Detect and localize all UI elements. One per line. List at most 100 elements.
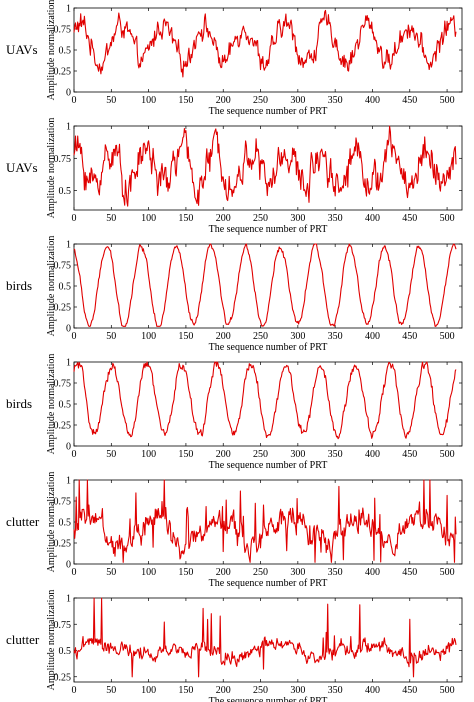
y-axis-label: Amplitude normalization [46,590,57,691]
y-tick-label: 0.75 [54,25,72,36]
series-line [73,9,457,78]
x-tick-label: 350 [328,95,343,106]
x-tick-label: 250 [253,685,268,696]
y-tick-label: 0.25 [54,67,72,78]
y-tick-label: 0 [66,88,71,99]
row-label: birds [6,278,32,293]
plot-frame [73,125,463,211]
x-tick-label: 50 [106,449,116,460]
x-axis-label: The sequence number of PRT [209,578,328,589]
x-tick-label: 250 [253,567,268,578]
series-line [73,361,457,440]
x-tick-label: 500 [440,567,455,578]
y-tick-label: 0.75 [54,261,72,272]
x-tick-label: 250 [253,449,268,460]
x-tick-label: 100 [141,95,156,106]
y-tick-label: 0 [66,324,71,335]
plot-frame [73,243,463,329]
x-tick-label: 350 [328,685,343,696]
y-tick-label: 0.5 [59,282,72,293]
x-tick-label: 300 [290,685,305,696]
row-label: birds [6,396,32,411]
y-tick-label: 0.5 [59,186,72,197]
x-tick-label: 100 [141,213,156,224]
x-tick-label: 250 [253,95,268,106]
y-tick-label: 0.5 [59,400,72,411]
x-tick-label: 50 [106,213,116,224]
x-tick-label: 100 [141,449,156,460]
y-axis-label: Amplitude normalization [46,472,57,573]
y-tick-label: 0.75 [54,497,72,508]
x-tick-label: 50 [106,95,116,106]
x-tick-label: 150 [178,331,193,342]
x-tick-label: 150 [178,213,193,224]
plot-frame [73,597,463,683]
x-tick-label: 300 [290,213,305,224]
y-tick-label: 0.5 [59,646,72,657]
x-tick-label: 500 [440,95,455,106]
x-tick-label: 50 [106,331,116,342]
x-tick-label: 450 [402,685,417,696]
y-tick-label: 1 [66,4,71,15]
x-axis-label: The sequence number of PRT [209,696,328,702]
chart-panel-4: birds Amplitude normalization 0 50 100 150 200… [6,354,463,471]
y-tick-label: 1 [66,240,71,251]
x-tick-label: 0 [72,567,77,578]
x-tick-label: 400 [365,213,380,224]
x-tick-label: 300 [290,449,305,460]
y-axis-label: Amplitude normalization [46,354,57,455]
y-tick-label: 0.5 [59,46,72,57]
row-label: UAVs [6,42,38,57]
y-tick-label: 0.25 [54,539,72,550]
x-axis-label: The sequence number of PRT [209,106,328,117]
series-line [73,597,457,678]
x-tick-label: 50 [106,567,116,578]
x-tick-label: 400 [365,331,380,342]
chart-panel-2: UAVs Amplitude normalization 0 50 100 150 200 2… [6,118,463,235]
x-tick-label: 350 [328,331,343,342]
x-tick-label: 150 [178,567,193,578]
x-axis-label: The sequence number of PRT [209,224,328,235]
x-axis-label: The sequence number of PRT [209,460,328,471]
x-tick-label: 100 [141,567,156,578]
x-tick-label: 300 [290,331,305,342]
chart-panel-3: birds Amplitude normalization 0 50 100 150 200… [6,236,463,353]
y-tick-label: 0 [66,442,71,453]
x-tick-label: 350 [328,567,343,578]
plot-frame [73,7,463,93]
x-tick-label: 200 [216,95,231,106]
x-tick-label: 200 [216,567,231,578]
y-tick-label: 0.75 [54,379,72,390]
x-tick-label: 0 [72,449,77,460]
y-tick-label: 1 [66,594,71,605]
y-tick-label: 0.25 [54,672,72,683]
x-tick-label: 450 [402,449,417,460]
y-tick-label: 1 [66,122,71,133]
x-tick-label: 150 [178,685,193,696]
chart-panel-5: clutter Amplitude normalization 0 50 100 150 2… [6,472,463,589]
x-tick-label: 400 [365,685,380,696]
x-tick-label: 500 [440,331,455,342]
x-tick-label: 50 [106,685,116,696]
x-tick-label: 200 [216,685,231,696]
series-line [73,243,457,327]
y-axis-label: Amplitude normalization [46,118,57,219]
x-tick-label: 450 [402,95,417,106]
x-tick-label: 300 [290,95,305,106]
x-tick-label: 200 [216,213,231,224]
x-tick-label: 450 [402,213,417,224]
x-tick-label: 0 [72,95,77,106]
y-tick-label: 0.75 [54,620,72,631]
x-tick-label: 300 [290,567,305,578]
row-label: clutter [6,514,40,529]
y-tick-label: 1 [66,476,71,487]
row-label: UAVs [6,160,38,175]
x-tick-label: 250 [253,213,268,224]
x-tick-label: 150 [178,449,193,460]
y-tick-label: 1 [66,358,71,369]
x-tick-label: 400 [365,567,380,578]
x-tick-label: 0 [72,213,77,224]
y-tick-label: 0.5 [59,518,72,529]
y-tick-label: 0.25 [54,303,72,314]
